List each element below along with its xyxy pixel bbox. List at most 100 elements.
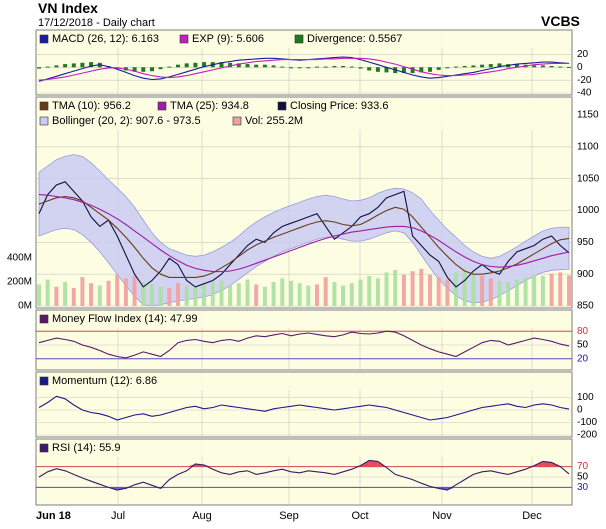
divergence-bar: [254, 64, 259, 68]
divergence-bar: [436, 67, 441, 70]
divergence-bar: [63, 64, 68, 68]
legend-swatch: [39, 376, 49, 386]
volume-tick-label: 0M: [18, 301, 32, 312]
divergence-bar: [54, 65, 59, 68]
x-axis-label: Nov: [432, 510, 452, 522]
volume-bar: [193, 286, 198, 306]
divergence-bar: [89, 62, 94, 68]
legend-label: RSI (14): 55.9: [52, 442, 120, 454]
legend-label: Bollinger (20, 2): 907.6 - 973.5: [52, 115, 201, 127]
mfi-y-tick-label: 50: [577, 340, 589, 351]
volume-bar: [176, 283, 180, 306]
volume-bar: [219, 280, 224, 306]
volume-bar: [271, 282, 276, 306]
volume-bar: [358, 279, 363, 306]
divergence-bar: [540, 65, 545, 68]
divergence-bar: [37, 67, 41, 69]
volume-tick-label: 400M: [7, 253, 32, 264]
macd-y-tick-label: 0: [577, 62, 583, 73]
volume-bar: [106, 280, 111, 306]
divergence-bar: [532, 65, 537, 68]
divergence-bar: [150, 67, 154, 72]
divergence-bar: [280, 66, 285, 68]
divergence-bar: [71, 63, 76, 68]
divergence-bar: [219, 62, 224, 68]
panel-mfi: [35, 309, 573, 371]
x-axis-label: Jul: [111, 510, 125, 522]
volume-bar: [323, 277, 328, 306]
rsi-y-tick-label: 70: [577, 461, 589, 472]
volume-bar: [210, 282, 215, 306]
divergence-bar: [558, 66, 563, 68]
series-line-rsi-14: [38, 459, 570, 491]
mfi-y-tick-label: 80: [577, 326, 589, 337]
divergence-bar: [202, 62, 207, 68]
divergence-bar: [454, 66, 458, 68]
legend-label: TMA (25): 934.8: [170, 100, 249, 112]
volume-bar: [462, 270, 467, 306]
momentum-y-tick-label: -200: [577, 430, 597, 441]
panel-rsi: [35, 438, 573, 506]
momentum-y-tick-label: 0: [577, 405, 583, 416]
legend-label: Divergence: 0.5567: [307, 33, 402, 45]
volume-bar: [454, 272, 458, 306]
volume-bar: [158, 286, 163, 306]
volume-bar: [445, 279, 450, 306]
legend-swatch: [232, 116, 242, 126]
volume-bar: [289, 280, 293, 306]
volume-bar: [115, 274, 120, 306]
divergence-bar: [419, 67, 424, 73]
divergence-bar: [193, 62, 198, 68]
legend-swatch: [39, 116, 49, 126]
volume-bar: [532, 274, 537, 306]
volume-bar: [97, 285, 102, 306]
bollinger-band: [38, 154, 570, 307]
divergence-bar: [80, 62, 85, 68]
volume-tick-label: 200M: [7, 277, 32, 288]
volume-bar: [497, 280, 502, 306]
volume-bar: [184, 285, 189, 306]
volume-bar: [523, 277, 528, 306]
divergence-bar: [141, 67, 146, 72]
volume-bar: [37, 284, 41, 306]
legend-swatch: [39, 34, 49, 44]
volume-bar: [393, 270, 398, 306]
x-axis-label: Oct: [351, 510, 368, 522]
volume-bar: [384, 272, 389, 306]
volume-bar: [367, 276, 372, 306]
legend-swatch: [39, 101, 49, 111]
legend-label: TMA (10): 956.2: [52, 100, 131, 112]
divergence-bar: [167, 66, 172, 68]
divergence-bar: [245, 64, 250, 68]
price-y-tick-label: 1100: [577, 141, 599, 152]
rsi-oversold-fill: [160, 487, 170, 489]
series-line-money-flow-index-14: [38, 330, 570, 359]
volume-bar: [123, 278, 128, 306]
series-line-closing-price: [38, 181, 570, 288]
volume-bar: [540, 276, 545, 306]
volume-bar: [280, 278, 285, 306]
momentum-y-tick-label: 100: [577, 392, 594, 403]
divergence-bar: [45, 66, 50, 68]
divergence-bar: [158, 67, 163, 70]
divergence-bar: [306, 67, 311, 69]
volume-bar: [549, 273, 554, 306]
divergence-bar: [184, 63, 189, 68]
macd-y-tick-label: -40: [577, 88, 592, 99]
volume-bar: [306, 285, 311, 306]
volume-bar: [332, 282, 337, 306]
series-line-tma-25: [38, 194, 570, 273]
volume-bar: [436, 277, 441, 306]
price-y-tick-label: 1150: [577, 110, 599, 121]
price-y-tick-label: 950: [577, 237, 594, 248]
panel-momentum: [35, 371, 573, 438]
rsi-y-tick-label: 30: [577, 482, 589, 493]
rsi-legend-box: [37, 440, 571, 457]
divergence-bar: [349, 66, 354, 68]
legend-label: Momentum (12): 6.86: [52, 375, 157, 387]
x-axis-label: Dec: [522, 510, 542, 522]
macd-y-tick-label: 20: [577, 49, 589, 60]
divergence-bar: [315, 66, 319, 68]
